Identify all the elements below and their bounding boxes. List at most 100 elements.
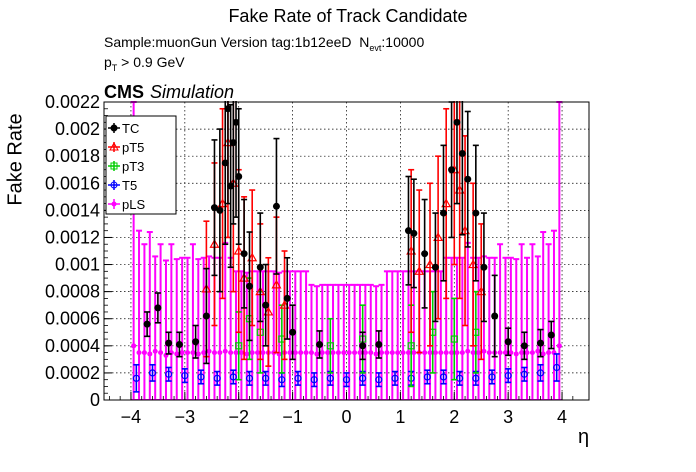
data-point-pls xyxy=(373,351,379,357)
plot-area xyxy=(130,101,563,400)
data-point-t5 xyxy=(439,373,448,381)
legend-marker-tc xyxy=(110,124,118,132)
data-point-pls xyxy=(287,350,293,356)
data-point-pls xyxy=(190,350,196,356)
data-point-t5 xyxy=(148,369,157,377)
data-point-t5 xyxy=(326,374,334,382)
data-point-tc xyxy=(192,338,200,346)
sample-info: Sample:muonGun Version tag:1b12eeD Nevt:… xyxy=(104,34,424,53)
data-point-pls xyxy=(303,350,309,356)
data-point-pls xyxy=(346,350,352,356)
data-point-pls xyxy=(233,350,239,356)
data-point-tc xyxy=(235,173,243,180)
data-point-pls xyxy=(524,350,530,356)
data-point-pls xyxy=(228,350,234,356)
data-point-tc xyxy=(232,118,240,126)
nevt-subscript: evt xyxy=(369,42,382,53)
data-point-pls xyxy=(443,350,449,356)
data-point-t5 xyxy=(359,374,367,382)
data-point-tc xyxy=(221,159,229,167)
data-point-t5 xyxy=(262,374,270,382)
data-point-t5 xyxy=(310,376,318,384)
data-point-pls xyxy=(438,350,444,356)
data-point-pls xyxy=(384,350,390,356)
data-point-pt3 xyxy=(326,342,334,350)
data-point-pls xyxy=(540,351,546,357)
data-point-pls xyxy=(519,350,525,356)
y-tick-label: 0.0014 xyxy=(45,200,100,220)
data-point-pt5 xyxy=(424,259,436,269)
data-point-pls xyxy=(185,350,191,356)
x-tick-label: −3 xyxy=(175,407,196,427)
data-point-tc xyxy=(227,182,235,190)
y-tick-label: 0.0018 xyxy=(45,146,100,166)
data-point-pls xyxy=(502,350,508,356)
data-point-tc xyxy=(537,339,544,347)
data-point-pls xyxy=(459,350,465,356)
data-point-pls xyxy=(508,350,514,356)
data-point-pls xyxy=(481,348,487,354)
data-point-pls xyxy=(298,350,304,356)
x-tick-label: 0 xyxy=(341,407,351,427)
legend-label: TC xyxy=(122,121,139,136)
data-point-pls xyxy=(454,350,460,356)
y-tick-label: 0.0006 xyxy=(45,309,100,329)
data-point-pls xyxy=(217,350,223,356)
data-point-pls xyxy=(529,350,535,356)
data-point-pls xyxy=(368,350,374,356)
data-point-pls xyxy=(556,343,562,349)
pt-cut-info: pT > 0.9 GeV xyxy=(104,54,185,73)
data-point-pls xyxy=(147,351,153,357)
data-point-pls xyxy=(535,348,541,354)
data-point-tc xyxy=(448,166,456,174)
data-point-pls xyxy=(308,350,314,356)
data-point-pls xyxy=(141,350,147,356)
data-point-pls xyxy=(206,348,212,354)
data-point-pls xyxy=(131,343,137,349)
data-point-t5 xyxy=(472,374,480,382)
data-point-pls xyxy=(335,350,341,356)
data-point-tc xyxy=(472,209,480,217)
data-point-pls xyxy=(136,350,142,356)
data-point-t5 xyxy=(229,373,237,381)
data-point-pls xyxy=(546,350,552,356)
data-point-t5 xyxy=(245,374,254,382)
data-point-pls xyxy=(341,350,347,356)
data-point-pls xyxy=(249,350,255,356)
data-point-tc xyxy=(410,229,418,237)
data-point-tc xyxy=(458,149,466,157)
pt-cut: > 0.9 GeV xyxy=(117,54,185,70)
y-tick-label: 0.0002 xyxy=(45,363,100,383)
y-tick-label: 0.0022 xyxy=(45,92,100,112)
data-point-t5 xyxy=(342,376,351,384)
data-point-tc xyxy=(256,263,264,271)
data-point-pls xyxy=(158,350,164,356)
data-point-pls xyxy=(352,350,358,356)
x-tick-label: −2 xyxy=(228,407,249,427)
data-point-pls xyxy=(427,350,433,356)
data-point-tc xyxy=(289,328,297,336)
data-point-t5 xyxy=(391,374,399,382)
y-tick-label: 0 xyxy=(90,390,100,410)
data-point-pls xyxy=(465,348,471,354)
data-point-pls xyxy=(174,351,180,357)
nevt-value: :10000 xyxy=(381,34,425,50)
pt-subscript: T xyxy=(111,62,118,73)
data-point-pls xyxy=(179,350,185,356)
pt-label: p xyxy=(104,54,112,70)
data-point-pls xyxy=(411,350,417,356)
data-point-pls xyxy=(389,350,395,356)
data-point-tc xyxy=(431,263,439,271)
legend-marker-pt3 xyxy=(110,162,118,170)
data-point-pls xyxy=(486,350,492,356)
data-point-t5 xyxy=(553,363,561,372)
data-point-tc xyxy=(283,294,291,302)
x-tick-label: 3 xyxy=(503,407,513,427)
legend-box xyxy=(105,115,177,215)
sample-text: Sample:muonGun Version tag:1b12eeD xyxy=(104,34,352,50)
data-point-tc xyxy=(224,105,232,113)
legend-label: pT5 xyxy=(122,140,144,155)
x-tick-label: −4 xyxy=(121,407,142,427)
y-tick-label: 0.0012 xyxy=(45,227,100,247)
data-point-pls xyxy=(238,350,244,356)
